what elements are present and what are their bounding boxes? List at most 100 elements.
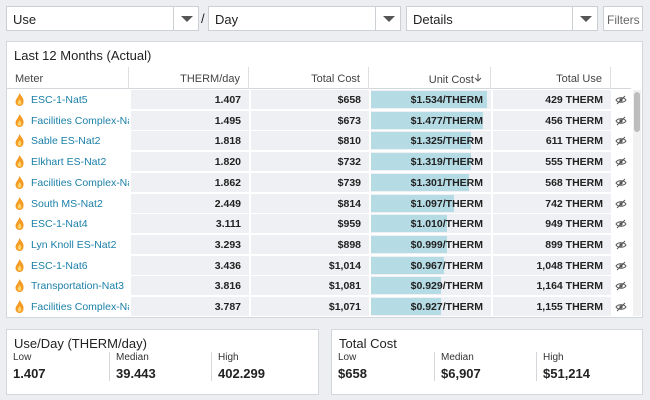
cell: 568 THERM (491, 172, 611, 192)
stat-value: $658 (338, 366, 367, 381)
unit-cost-bar (371, 235, 447, 253)
flame-icon (15, 155, 24, 169)
table-row: ESC-1-Nat5 1.407 $658 $1.534/THERM 429 THERM (7, 90, 631, 109)
hide-icon[interactable] (615, 219, 627, 229)
unit-cost-bar (371, 132, 472, 150)
summary-card: Use/Day (THERM/day) Low 1.407 Median 39.443 H… (6, 329, 319, 395)
cell: $732 (249, 152, 369, 172)
cell: 1.407 (129, 90, 249, 109)
stat-label: High (543, 352, 564, 363)
hide-icon[interactable] (615, 178, 627, 188)
table-row: Elkhart ES-Nat2 1.820 $732 $1.319/THERM 555 … (7, 152, 631, 172)
column-header[interactable]: THERM/day (129, 67, 249, 89)
hide-icon[interactable] (615, 116, 627, 126)
unit-cost-label: $1.319/THERM (410, 156, 483, 169)
hide-icon[interactable] (615, 261, 627, 271)
cell: $810 (249, 131, 369, 151)
flame-icon (15, 279, 24, 293)
column-header[interactable]: Unit Cost (369, 67, 491, 89)
table-row: Facilities Complex-Nat9 3.787 $1,071 $0.927… (7, 297, 631, 316)
day-select[interactable]: Day (208, 6, 401, 31)
cell: 3.787 (129, 297, 249, 316)
meter-link[interactable]: Elkhart ES-Nat2 (31, 156, 107, 169)
unit-cost-cell: $1.325/THERM (369, 131, 491, 151)
unit-cost-label: $0.929/THERM (410, 280, 483, 293)
unit-cost-cell: $1.534/THERM (369, 90, 491, 109)
unit-cost-cell: $0.967/THERM (369, 255, 491, 275)
cell: $814 (249, 193, 369, 213)
unit-cost-bar (371, 153, 471, 171)
unit-cost-cell: $1.010/THERM (369, 214, 491, 234)
column-header[interactable]: Total Cost (249, 67, 369, 89)
stat-label: Median (116, 352, 149, 363)
hide-icon[interactable] (615, 157, 627, 167)
unit-cost-bar (371, 215, 448, 233)
cell: 1,164 THERM (491, 276, 611, 296)
meter-link[interactable]: Transportation-Nat3 (31, 280, 124, 293)
caret (173, 7, 198, 30)
cell: 742 THERM (491, 193, 611, 213)
cell: $1,014 (249, 255, 369, 275)
column-header[interactable]: Meter (7, 67, 129, 89)
unit-cost-bar (371, 111, 483, 129)
unit-cost-bar (371, 91, 487, 108)
scroll-thumb[interactable] (634, 92, 640, 132)
header-text: Total Cost (311, 73, 360, 85)
scrollbar[interactable] (633, 90, 641, 316)
cell: $1,081 (249, 276, 369, 296)
cell: 1,048 THERM (491, 255, 611, 275)
stat-label: Median (441, 352, 474, 363)
flame-icon (15, 93, 24, 106)
cell: 3.293 (129, 234, 249, 254)
meter-link[interactable]: Sable ES-Nat2 (31, 135, 101, 148)
meter-link[interactable]: Facilities Complex-Nat7 (31, 176, 142, 189)
hide-icon[interactable] (615, 240, 627, 250)
use-select[interactable]: Use (6, 6, 199, 31)
unit-cost-cell: $0.929/THERM (369, 276, 491, 296)
table-row: Transportation-Nat3 3.816 $1,081 $0.929/THE… (7, 276, 631, 296)
meter-link[interactable]: Lyn Knoll ES-Nat2 (31, 238, 117, 251)
hide-icon[interactable] (615, 302, 627, 312)
unit-cost-bar (371, 298, 442, 315)
stat-label: Low (13, 352, 32, 363)
flame-icon (15, 134, 24, 148)
unit-cost-cell: $0.999/THERM (369, 234, 491, 254)
stat: Median $6,907 (434, 352, 534, 381)
cell: $658 (249, 90, 369, 109)
card-title: Total Cost (339, 336, 397, 351)
cell: 555 THERM (491, 152, 611, 172)
sort-arrow (474, 74, 482, 82)
hide-icon[interactable] (615, 281, 627, 291)
column-header[interactable]: Total Use (491, 67, 611, 89)
meter-link[interactable]: Facilities Complex-Nat9 (31, 301, 142, 313)
unit-cost-label: $0.999/THERM (410, 238, 483, 251)
unit-cost-label: $1.097/THERM (410, 197, 483, 210)
meter-link[interactable]: Facilities Complex-Nat8 (31, 114, 142, 127)
unit-cost-label: $0.927/THERM (410, 301, 483, 313)
cell: 3.111 (129, 214, 249, 234)
flame-icon (15, 196, 24, 210)
table-row: ESC-1-Nat6 3.436 $1,014 $0.967/THERM 1,048 T… (7, 255, 631, 275)
caret (375, 7, 400, 30)
details-select[interactable]: Details (406, 6, 598, 31)
header-text: Total Use (556, 73, 602, 85)
table-header: Meter THERM/day Total Cost Unit Cost Total U… (7, 67, 631, 89)
cell: 2.449 (129, 193, 249, 213)
unit-cost-label: $0.967/THERM (410, 259, 483, 272)
filters-button[interactable]: Filters (603, 6, 643, 31)
meter-link[interactable]: ESC-1-Nat6 (31, 259, 88, 272)
cell: 1,155 THERM (491, 297, 611, 316)
meter-link[interactable]: ESC-1-Nat4 (31, 218, 88, 231)
hide-icon[interactable] (615, 136, 627, 146)
stat-value: 1.407 (13, 366, 46, 381)
cell: 429 THERM (491, 90, 611, 109)
hide-icon[interactable] (615, 95, 627, 105)
stat: High $51,214 (536, 352, 636, 381)
table-row: Facilities Complex-Nat7 1.862 $739 $1.301/T… (7, 172, 631, 192)
hide-icon[interactable] (615, 199, 627, 209)
unit-cost-label: $1.534/THERM (410, 94, 483, 106)
table-panel: Last 12 Months (Actual) Meter THERM/day To… (6, 41, 643, 318)
meter-link[interactable]: ESC-1-Nat5 (31, 94, 88, 106)
meter-link[interactable]: South MS-Nat2 (31, 197, 103, 210)
table-row: Sable ES-Nat2 1.818 $810 $1.325/THERM 611 TH… (7, 131, 631, 151)
